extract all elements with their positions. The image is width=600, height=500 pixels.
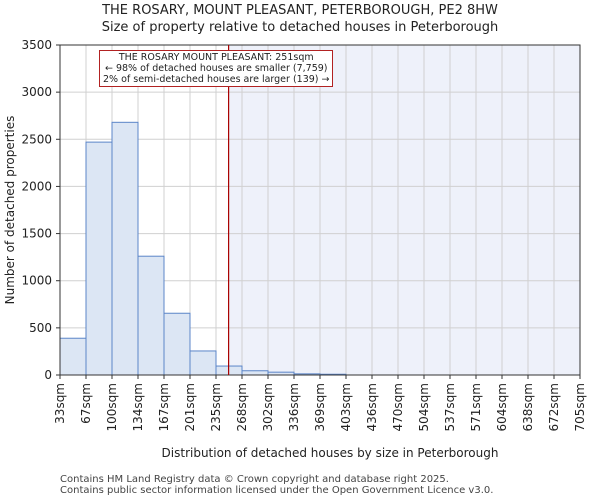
x-tick-label: 369sqm xyxy=(313,383,327,431)
annotation-line-3: 2% of semi-detached houses are larger (1… xyxy=(103,74,330,85)
x-tick-label: 504sqm xyxy=(417,383,431,431)
y-tick-label: 2000 xyxy=(21,179,52,193)
x-tick-label: 268sqm xyxy=(235,383,249,431)
footer-licence: Contains public sector information licen… xyxy=(60,485,494,496)
x-tick-label: 201sqm xyxy=(183,383,197,431)
histogram-bar xyxy=(163,312,191,376)
x-tick-label: 403sqm xyxy=(339,383,353,431)
y-tick-label: 1500 xyxy=(21,227,52,241)
y-axis-label: Number of detached properties xyxy=(3,116,17,305)
y-tick-label: 2500 xyxy=(21,132,52,146)
x-tick-label: 235sqm xyxy=(209,383,223,431)
histogram-bar xyxy=(111,121,139,376)
histogram-bar xyxy=(137,255,165,376)
chart-subtitle: Size of property relative to detached ho… xyxy=(101,20,499,35)
x-tick-label: 336sqm xyxy=(287,383,301,431)
histogram-bar xyxy=(85,141,113,376)
annotation-line-1: THE ROSARY MOUNT PLEASANT: 251sqm xyxy=(118,52,314,63)
y-tick-label: 1000 xyxy=(21,274,52,288)
y-tick-label: 0 xyxy=(44,368,52,382)
x-tick-label: 67sqm xyxy=(79,383,93,424)
x-tick-label: 638sqm xyxy=(521,383,535,431)
y-tick-label: 3000 xyxy=(21,85,52,99)
x-tick-label: 33sqm xyxy=(53,383,67,424)
x-tick-label: 571sqm xyxy=(469,383,483,431)
x-tick-label: 436sqm xyxy=(365,383,379,431)
x-tick-label: 100sqm xyxy=(105,383,119,431)
y-tick-label: 3500 xyxy=(21,38,52,52)
x-tick-label: 134sqm xyxy=(131,383,145,431)
larger-region-shade xyxy=(228,45,580,375)
x-tick-label: 537sqm xyxy=(443,383,457,431)
marker-annotation: THE ROSARY MOUNT PLEASANT: 251sqm ← 98% … xyxy=(99,50,334,87)
x-tick-label: 672sqm xyxy=(547,383,561,431)
x-tick-label: 705sqm xyxy=(573,383,587,431)
chart-title: THE ROSARY, MOUNT PLEASANT, PETERBOROUGH… xyxy=(102,3,498,18)
annotation-line-2: ← 98% of detached houses are smaller (7,… xyxy=(104,63,328,74)
histogram-bar xyxy=(241,370,269,376)
x-tick-label: 167sqm xyxy=(157,383,171,431)
histogram-bar xyxy=(59,337,87,376)
x-tick-label: 470sqm xyxy=(391,383,405,431)
x-axis-label: Distribution of detached houses by size … xyxy=(162,446,499,460)
y-tick-label: 500 xyxy=(29,321,52,335)
footer-copyright: Contains HM Land Registry data © Crown c… xyxy=(60,474,449,485)
histogram-bar xyxy=(189,350,217,376)
x-tick-label: 604sqm xyxy=(495,383,509,431)
x-tick-label: 302sqm xyxy=(261,383,275,431)
